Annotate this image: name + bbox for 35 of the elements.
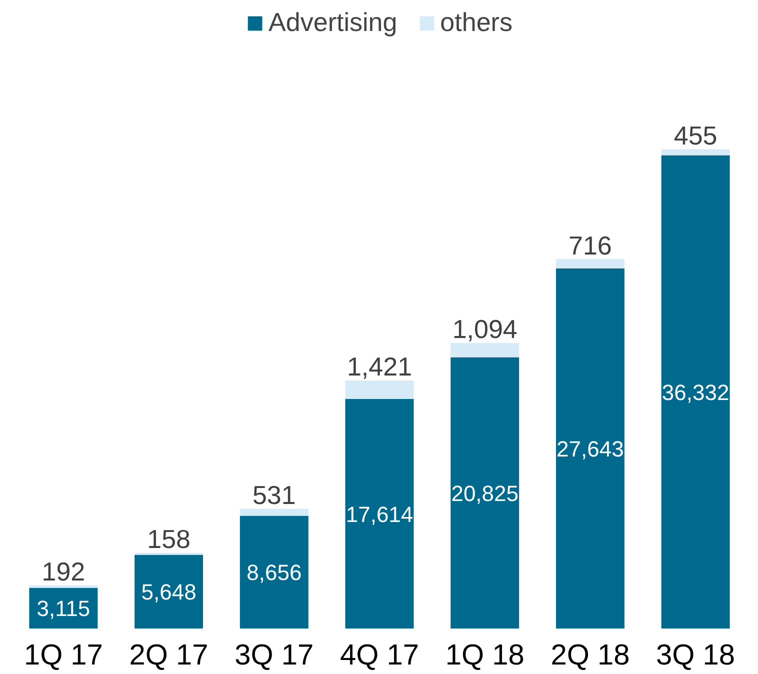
data-label: 531 [252, 480, 296, 510]
legend-label: Advertising [268, 7, 398, 38]
data-label: 1,094 [452, 314, 518, 344]
bar [345, 399, 414, 628]
legend-label: others [440, 7, 512, 38]
bar [556, 268, 624, 628]
data-label: 36,332 [662, 380, 730, 405]
x-tick-label: 3Q 17 [234, 640, 314, 672]
data-label: 455 [674, 120, 718, 150]
bar [240, 508, 308, 516]
bar [450, 357, 520, 628]
x-tick-label: 4Q 17 [340, 640, 419, 672]
data-label: 1,421 [346, 352, 412, 382]
data-label: 158 [147, 524, 190, 554]
data-label: 17,614 [346, 502, 414, 527]
data-label: 5,648 [141, 580, 196, 605]
x-tick-label: 2Q 17 [129, 640, 208, 672]
bar [345, 380, 414, 400]
bar [240, 516, 308, 628]
data-label: 20,825 [451, 480, 519, 506]
bar [556, 259, 624, 268]
data-label: 716 [568, 230, 612, 260]
data-label: 27,643 [556, 436, 624, 462]
bar [450, 342, 520, 358]
data-label: 192 [42, 556, 86, 587]
data-label: 3,115 [36, 596, 90, 622]
bar [661, 155, 730, 628]
x-tick-label: 2Q 18 [550, 640, 630, 672]
bar [661, 149, 730, 156]
x-tick-label: 3Q 18 [656, 640, 736, 672]
x-tick-label: 1Q 18 [445, 640, 524, 672]
data-label: 8,656 [246, 560, 302, 586]
bar [134, 554, 204, 628]
x-tick-label: 1Q 17 [24, 640, 103, 672]
bar [29, 585, 98, 588]
